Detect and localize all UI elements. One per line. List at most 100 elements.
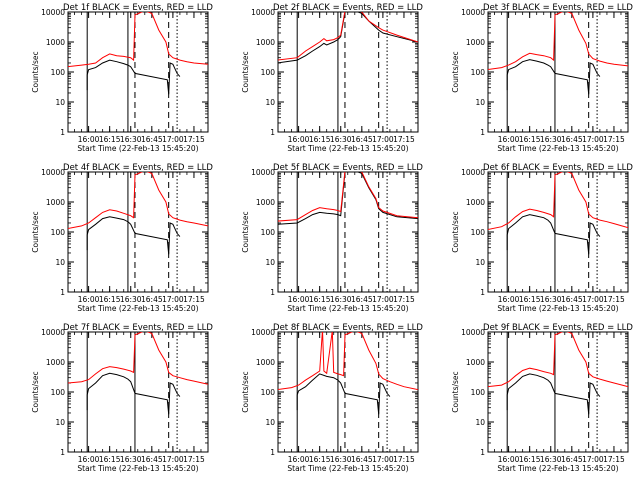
x-tick-label: 16:00 [78, 135, 100, 144]
y-axis-label: Counts/sec [241, 211, 250, 252]
series-group [278, 172, 418, 225]
series-lld-line [488, 12, 628, 71]
x-tick-label: 17:00 [582, 455, 604, 464]
y-tick-label: 1 [60, 128, 65, 137]
x-tick-label: 17:00 [162, 135, 184, 144]
chart-title: Det 8f BLACK = Events, RED = LLD [273, 323, 423, 333]
plot-frame [277, 171, 419, 293]
series-events-line [506, 214, 601, 255]
x-tick-label: 16:30 [330, 295, 352, 304]
chart-title: Det 3f BLACK = Events, RED = LLD [483, 3, 633, 13]
x-tick-label: 17:15 [183, 455, 205, 464]
series-events-line [86, 59, 181, 95]
y-tick-label: 1000 [466, 38, 485, 47]
x-tick-label: 16:15 [99, 455, 121, 464]
x-tick-label: 16:00 [498, 295, 520, 304]
x-tick-label: 17:15 [393, 295, 415, 304]
y-tick-label: 100 [51, 388, 66, 397]
y-tick-label: 1 [270, 448, 275, 457]
plot-frame [487, 331, 629, 453]
x-tick-label: 16:15 [99, 295, 121, 304]
series-lld-line [278, 332, 418, 391]
series-events-line [86, 216, 181, 255]
y-tick-label: 1 [60, 288, 65, 297]
chart-title: Det 9f BLACK = Events, RED = LLD [483, 323, 633, 333]
chart-panel-1: Det 1f BLACK = Events, RED = LLD 1 10 100 10… [31, 3, 213, 153]
series-lld-line [488, 332, 628, 388]
chart-panel-5: Det 5f BLACK = Events, RED = LLD 1 10 100 10… [241, 163, 423, 313]
x-tick-label: 16:00 [498, 455, 520, 464]
x-tick-label: 16:15 [99, 135, 121, 144]
chart-panel-7: Det 7f BLACK = Events, RED = LLD 1 10 100 10… [31, 323, 213, 473]
series-group [68, 172, 208, 255]
x-tick-label: 16:30 [330, 135, 352, 144]
chart-panel-8: Det 8f BLACK = Events, RED = LLD 1 10 100 10… [241, 323, 423, 473]
x-tick-label: 16:45 [561, 455, 583, 464]
x-axis-label: Start Time (22-Feb-13 15:45:20) [77, 464, 198, 473]
y-axis-label: Counts/sec [241, 371, 250, 412]
x-tick-label: 16:30 [120, 455, 142, 464]
x-tick-label: 16:00 [288, 455, 310, 464]
y-axis-label: Counts/sec [31, 51, 40, 92]
y-tick-label: 100 [261, 228, 276, 237]
x-tick-label: 17:00 [582, 295, 604, 304]
y-tick-label: 10 [55, 258, 65, 267]
y-tick-label: 10 [265, 258, 275, 267]
y-tick-label: 10 [475, 418, 485, 427]
x-tick-label: 16:30 [120, 135, 142, 144]
y-tick-label: 100 [51, 68, 66, 77]
y-tick-label: 1 [480, 448, 485, 457]
x-tick-label: 17:15 [183, 295, 205, 304]
y-tick-label: 1000 [256, 198, 275, 207]
y-tick-label: 1000 [256, 358, 275, 367]
y-axis-label: Counts/sec [451, 371, 460, 412]
x-tick-label: 16:15 [309, 455, 331, 464]
y-axis-label: Counts/sec [451, 211, 460, 252]
x-tick-label: 16:00 [78, 455, 100, 464]
chart-title: Det 5f BLACK = Events, RED = LLD [273, 163, 423, 173]
x-tick-label: 17:00 [162, 455, 184, 464]
plot-frame [277, 331, 419, 453]
chart-title: Det 4f BLACK = Events, RED = LLD [63, 163, 213, 173]
series-group [68, 332, 208, 415]
y-tick-label: 100 [261, 388, 276, 397]
y-tick-label: 1 [270, 288, 275, 297]
series-events-line [506, 373, 601, 415]
y-tick-label: 10 [265, 418, 275, 427]
chart-panel-4: Det 4f BLACK = Events, RED = LLD 1 10 100 10… [31, 163, 213, 313]
series-lld-line [488, 172, 628, 231]
x-tick-label: 17:00 [372, 455, 394, 464]
chart-panel-6: Det 6f BLACK = Events, RED = LLD 1 10 100 10… [451, 163, 633, 313]
x-tick-label: 16:15 [519, 135, 541, 144]
y-tick-label: 10000 [41, 328, 65, 337]
y-tick-label: 10 [55, 98, 65, 107]
x-axis-label: Start Time (22-Feb-13 15:45:20) [287, 144, 408, 153]
y-tick-label: 1 [60, 448, 65, 457]
series-group [488, 332, 628, 415]
x-axis-label: Start Time (22-Feb-13 15:45:20) [77, 144, 198, 153]
x-tick-label: 16:45 [141, 455, 163, 464]
series-lld-line [68, 12, 208, 68]
y-axis-label: Counts/sec [31, 211, 40, 252]
y-tick-label: 10 [475, 258, 485, 267]
x-tick-label: 16:45 [561, 135, 583, 144]
x-tick-label: 16:15 [519, 455, 541, 464]
y-tick-label: 1000 [466, 198, 485, 207]
series-group [278, 332, 418, 415]
x-tick-label: 16:45 [561, 295, 583, 304]
y-tick-label: 100 [471, 388, 486, 397]
y-tick-label: 1000 [46, 358, 65, 367]
y-tick-label: 10000 [251, 8, 275, 17]
plot-frame [67, 331, 209, 453]
x-axis-label: Start Time (22-Feb-13 15:45:20) [287, 304, 408, 313]
x-tick-label: 17:15 [393, 455, 415, 464]
x-tick-label: 16:45 [141, 135, 163, 144]
series-group [278, 12, 418, 64]
y-axis-label: Counts/sec [241, 51, 250, 92]
series-group [488, 12, 628, 95]
x-tick-label: 16:00 [288, 135, 310, 144]
x-tick-label: 17:15 [603, 455, 625, 464]
y-tick-label: 10000 [41, 168, 65, 177]
x-tick-label: 17:15 [603, 135, 625, 144]
x-axis-label: Start Time (22-Feb-13 15:45:20) [497, 144, 618, 153]
